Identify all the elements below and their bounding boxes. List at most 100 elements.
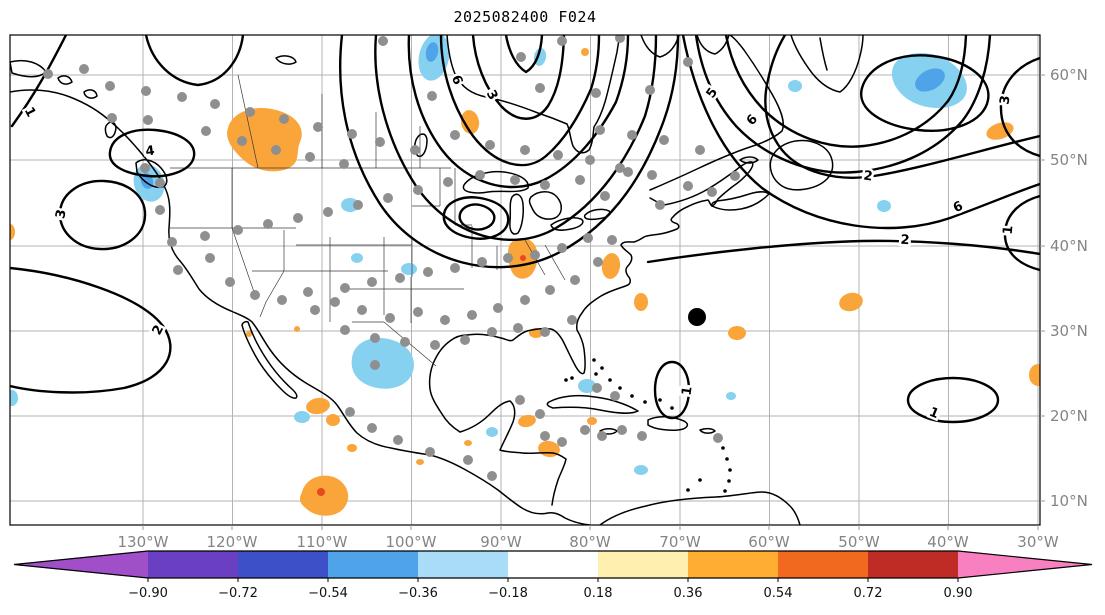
colorbar-tick-label: −0.72: [218, 586, 258, 601]
colorbar-over-arrow: [958, 551, 1092, 578]
station-dot: [540, 431, 550, 441]
station-dot: [520, 145, 530, 155]
colorbar-segment: [688, 551, 778, 578]
station-dot: [303, 287, 313, 297]
station-dot: [271, 145, 281, 155]
colorbar: −0.90 −0.72 −0.54 −0.36 −0.18 0.18 0.36 0.54 0.7…: [13, 550, 1093, 601]
colorbar-tick-label: 0.54: [764, 586, 793, 601]
station-dot: [553, 150, 563, 160]
station-dot: [463, 455, 473, 465]
colorbar-segment: [508, 551, 598, 578]
station-dot: [591, 88, 601, 98]
station-dot: [313, 122, 323, 132]
station-dot: [140, 163, 150, 173]
station-dot: [427, 91, 437, 101]
station-dots: [43, 35, 740, 481]
station-dot: [425, 447, 435, 457]
lon-tick-label: 130°W: [118, 533, 169, 551]
highlight-point-marker: [688, 308, 706, 326]
station-dot: [370, 360, 380, 370]
station-dot: [310, 305, 320, 315]
station-dot: [557, 437, 567, 447]
station-dot: [330, 297, 340, 307]
station-dot: [485, 140, 495, 150]
station-dot: [200, 231, 210, 241]
station-dot: [413, 185, 423, 195]
station-dot: [105, 81, 115, 91]
station-dot: [487, 327, 497, 337]
colorbar-tick-label: 0.36: [674, 586, 703, 601]
station-dot: [177, 92, 187, 102]
lat-tick-label: 50°N: [1050, 151, 1088, 169]
station-dot: [201, 126, 211, 136]
contour-label: 2: [150, 323, 167, 338]
station-dot: [516, 52, 526, 62]
station-dot: [600, 191, 610, 201]
lon-tick-label: 100°W: [386, 533, 437, 551]
latitude-axis: 60°N 50°N 40°N 30°N 20°N 10°N: [1040, 66, 1088, 510]
station-dot: [545, 285, 555, 295]
station-dot: [477, 257, 487, 267]
station-dot: [423, 267, 433, 277]
station-dot: [535, 83, 545, 93]
station-dot: [557, 36, 567, 46]
station-dot: [575, 175, 585, 185]
station-dot: [413, 307, 423, 317]
coastlines: [10, 35, 864, 525]
contour-label: 1: [679, 386, 695, 397]
contour-label: 3: [997, 95, 1013, 106]
contour-label: 4: [145, 143, 156, 159]
station-dot: [695, 145, 705, 155]
lat-tick-label: 20°N: [1050, 407, 1088, 425]
station-dot: [645, 85, 655, 95]
state-borders: [168, 74, 566, 367]
station-dot: [347, 129, 357, 139]
station-dot: [475, 170, 485, 180]
station-dot: [623, 167, 633, 177]
station-dot: [493, 303, 503, 313]
station-dot: [205, 253, 215, 263]
station-dot: [155, 178, 165, 188]
station-dot: [503, 253, 513, 263]
station-dot: [245, 107, 255, 117]
station-dot: [393, 435, 403, 445]
station-dot: [520, 295, 530, 305]
station-dot: [615, 163, 625, 173]
contour-label: 1: [1001, 225, 1017, 235]
station-dot: [345, 407, 355, 417]
station-dot: [487, 471, 497, 481]
lon-tick-label: 120°W: [207, 533, 258, 551]
station-dot: [250, 290, 260, 300]
plot-frame: [9, 34, 1041, 526]
station-dot: [430, 340, 440, 350]
figure-title: 2025082400 F024: [454, 8, 597, 26]
station-dot: [263, 219, 273, 229]
station-dot: [597, 431, 607, 441]
contour-label: 6: [744, 112, 761, 129]
contour-label: 1: [21, 105, 38, 120]
station-dot: [615, 35, 625, 43]
station-dot: [513, 323, 523, 333]
colorbar-tick-label: −0.54: [308, 586, 348, 601]
contour-label: 5: [704, 85, 721, 101]
station-dot: [530, 250, 540, 260]
colorbar-tick-label: −0.36: [398, 586, 438, 601]
contour-label: 3: [53, 208, 70, 220]
anomaly-shading: [10, 35, 1040, 516]
station-dot: [659, 135, 669, 145]
colorbar-tick-label: −0.18: [488, 586, 528, 601]
colorbar-tick-label: −0.90: [128, 586, 168, 601]
station-dot: [510, 175, 520, 185]
colorbar-under-arrow: [14, 551, 148, 578]
station-dot: [340, 283, 350, 293]
station-dot: [637, 431, 647, 441]
station-dot: [107, 113, 117, 123]
longitude-axis: 130°W 120°W 110°W 100°W 90°W 80°W 70°W 60°W 50°W…: [118, 525, 1059, 551]
station-dot: [567, 315, 577, 325]
station-dot: [279, 114, 289, 124]
station-dot: [450, 263, 460, 273]
station-dot: [515, 395, 525, 405]
station-dot: [225, 277, 235, 287]
station-dot: [385, 313, 395, 323]
colorbar-segment: [328, 551, 418, 578]
